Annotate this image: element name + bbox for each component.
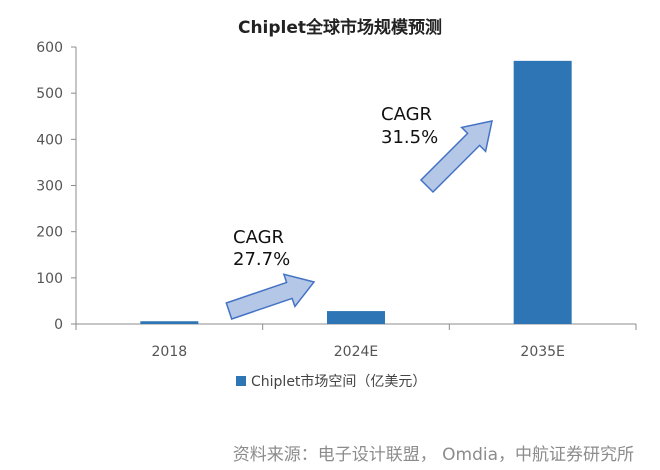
- y-tick-label: 600: [36, 40, 63, 56]
- chart-axes: 0 100 200 300 400 500 600 2018 2024E 2035E: [36, 40, 637, 360]
- bar: [327, 311, 385, 324]
- cagr-arrows: [225, 120, 493, 320]
- y-tick-label: 400: [36, 132, 63, 148]
- cagr-arrow-1: [225, 273, 316, 320]
- source-note: 资料来源：电子设计联盟， Omdia，中航证券研究所: [232, 445, 634, 465]
- bar: [140, 321, 199, 324]
- chart-bars: [140, 60, 572, 324]
- x-tick-label: 2018: [152, 344, 188, 360]
- chart-title: Chiplet全球市场规模预测: [238, 17, 442, 38]
- x-tick-label: 2024E: [334, 344, 378, 360]
- bar: [513, 60, 572, 324]
- x-tick-label: 2035E: [520, 344, 564, 360]
- cagr-label-1-title: CAGR: [233, 227, 284, 248]
- y-tick-label: 200: [36, 225, 63, 241]
- legend-swatch: [236, 376, 246, 386]
- y-tick-label: 300: [36, 179, 63, 195]
- cagr-label-2-value: 31.5%: [381, 127, 438, 148]
- cagr-label-1-value: 27.7%: [233, 249, 290, 270]
- legend-label: Chiplet市场空间（亿美元）: [251, 373, 426, 390]
- y-tick-label: 100: [36, 271, 63, 287]
- y-tick-label: 0: [54, 317, 63, 333]
- cagr-label-2-title: CAGR: [381, 104, 432, 125]
- cagr-arrow-2: [419, 120, 493, 194]
- y-tick-label: 500: [36, 86, 63, 102]
- chart-legend: Chiplet市场空间（亿美元）: [236, 373, 426, 390]
